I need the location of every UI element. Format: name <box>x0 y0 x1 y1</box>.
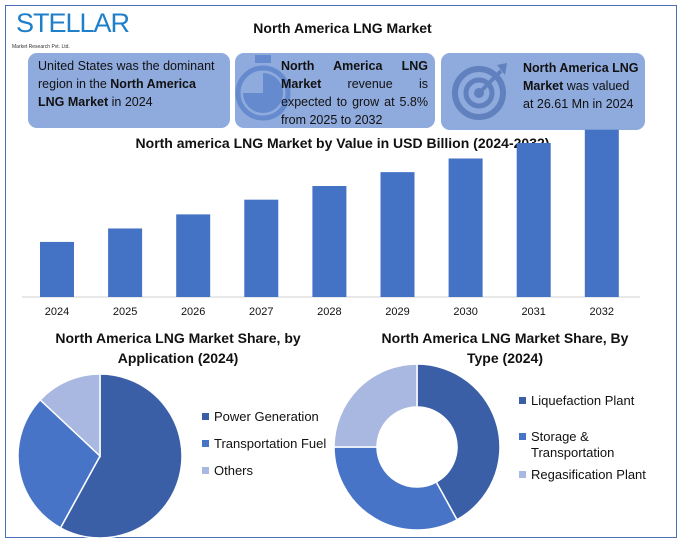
title-line: Application (2024) <box>117 350 239 366</box>
x-tick-label: 2030 <box>453 306 478 318</box>
card-text: North America LNG Market was valued at 2… <box>523 61 639 111</box>
application-slice-others <box>39 373 101 458</box>
legend-swatch <box>519 433 526 440</box>
card-text: North America LNG Market revenue is expe… <box>281 59 428 127</box>
bar-2029 <box>380 172 415 297</box>
logo-brand: STELLAR <box>16 8 130 38</box>
x-tick-label: 2024 <box>44 306 70 318</box>
bar-2032 <box>584 129 619 297</box>
card-growth: North America LNG Market revenue is expe… <box>235 53 435 128</box>
bar-2027 <box>244 199 279 297</box>
bar-2031 <box>516 142 551 297</box>
type-slice-liquefaction-plant <box>416 363 501 521</box>
card-dominant-region: United States was the dominant region in… <box>28 53 230 128</box>
application-chart-title: North America LNG Market Share, by Appli… <box>28 328 328 368</box>
legend-item-others: Others <box>202 463 326 479</box>
page-title: North America LNG Market <box>253 20 432 36</box>
infographic-frame <box>5 5 677 538</box>
bar-2025 <box>108 228 143 297</box>
legend-swatch <box>202 413 209 420</box>
target-icon <box>452 63 507 120</box>
legend-item-liquefaction-plant: Liquefaction Plant <box>519 393 646 429</box>
bar-2026 <box>176 214 211 297</box>
legend-item-transportation-fuel: Transportation Fuel <box>202 436 326 463</box>
bar-2030 <box>448 158 483 297</box>
application-slice-transportation-fuel <box>17 398 101 529</box>
x-tick-label: 2025 <box>112 306 138 318</box>
bar-2024 <box>40 241 74 297</box>
legend-item-regasification-plant: Regasification Plant <box>519 467 646 483</box>
type-legend: Liquefaction Plant Storage & Transportati… <box>519 393 646 483</box>
card-valuation: North America LNG Market was valued at 2… <box>441 53 645 130</box>
legend-swatch <box>519 471 526 478</box>
title-line: Type (2024) <box>467 350 543 366</box>
card-text: United States was the dominant region in… <box>38 59 215 109</box>
x-tick-label: 2029 <box>385 306 410 318</box>
x-tick-label: 2032 <box>589 306 615 318</box>
x-tick-label: 2027 <box>249 306 274 318</box>
bar-2028 <box>312 186 347 297</box>
x-tick-label: 2026 <box>180 306 206 318</box>
stopwatch-icon <box>235 55 291 121</box>
type-chart-title: North America LNG Market Share, By Type … <box>355 328 655 368</box>
stellar-logo: STELLAR Market Research Pvt. Ltd. <box>12 8 130 52</box>
type-slice-regasification-plant <box>333 363 418 448</box>
application-legend: Power Generation Transportation Fuel Oth… <box>202 409 326 479</box>
x-tick-label: 2031 <box>521 306 546 318</box>
title-line: North America LNG Market Share, by <box>55 330 301 346</box>
legend-swatch <box>519 397 526 404</box>
legend-swatch <box>202 440 209 447</box>
title-line: North America LNG Market Share, By <box>381 330 629 346</box>
logo-tagline: Market Research Pvt. Ltd. <box>12 44 70 50</box>
type-slice-storage-transportation <box>333 446 459 531</box>
application-slice-power-generation <box>59 373 183 539</box>
x-tick-label: 2028 <box>317 306 342 318</box>
legend-swatch <box>202 467 209 474</box>
legend-item-power-generation: Power Generation <box>202 409 326 436</box>
bar-chart-title: North america LNG Market by Value in USD… <box>135 135 550 151</box>
legend-item-storage-transportation: Storage & Transportation <box>519 429 646 460</box>
